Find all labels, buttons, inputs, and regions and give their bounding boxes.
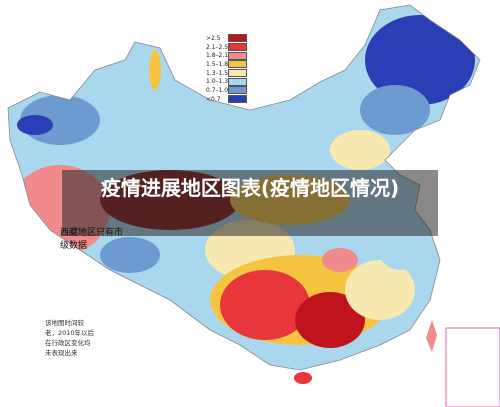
taiwan xyxy=(426,320,437,352)
legend-swatch xyxy=(228,51,247,60)
legend-swatch xyxy=(228,43,247,52)
south-sea-inset xyxy=(445,327,500,407)
legend-item: 1.8–2.1 xyxy=(206,51,247,60)
legend: >2.5 2.1–2.5 1.8–2.1 1.5–1.8 1.3–1.5 1.0–1.3 0… xyxy=(206,34,247,104)
title: 疫情进展地区图表(疫情地区情况) xyxy=(100,176,400,200)
title-band xyxy=(62,170,438,236)
legend-label: 1.8–2.1 xyxy=(206,52,229,60)
legend-item: 1.0–1.3 xyxy=(206,77,247,86)
note-line: 该地图时间较 xyxy=(45,319,84,327)
legend-item: 0.7–1.0 xyxy=(206,86,247,95)
legend-item: <0.7 xyxy=(206,95,247,104)
legend-swatch xyxy=(228,77,247,86)
old-map-note: 该地图时间较老，2010年以后 在行政区变化均 未表现出来 xyxy=(45,318,94,358)
legend-swatch xyxy=(228,95,247,104)
tibet-note: 西藏地区只有市级数据 xyxy=(60,228,124,251)
legend-swatch xyxy=(228,34,247,43)
legend-label: 2.1–2.5 xyxy=(206,43,229,51)
note-line: 老，2010年以后 xyxy=(45,329,95,337)
legend-swatch xyxy=(228,60,247,69)
map-outline xyxy=(7,4,481,371)
legend-item: 2.1–2.5 xyxy=(206,43,247,52)
note-line: 在行政区变化均 xyxy=(45,339,91,347)
legend-item: >2.5 xyxy=(206,34,247,43)
legend-item: 1.3–1.5 xyxy=(206,69,247,78)
legend-item: 1.5–1.8 xyxy=(206,60,247,69)
legend-label: <0.7 xyxy=(206,95,221,103)
legend-label: 1.5–1.8 xyxy=(206,60,229,68)
legend-swatch xyxy=(228,69,247,78)
legend-label: 1.0–1.3 xyxy=(206,78,229,86)
legend-swatch xyxy=(228,86,247,95)
legend-label: 0.7–1.0 xyxy=(206,86,229,94)
legend-label: >2.5 xyxy=(206,34,221,42)
legend-label: 1.3–1.5 xyxy=(206,69,229,77)
hainan xyxy=(294,372,312,384)
note-line: 未表现出来 xyxy=(45,349,78,357)
